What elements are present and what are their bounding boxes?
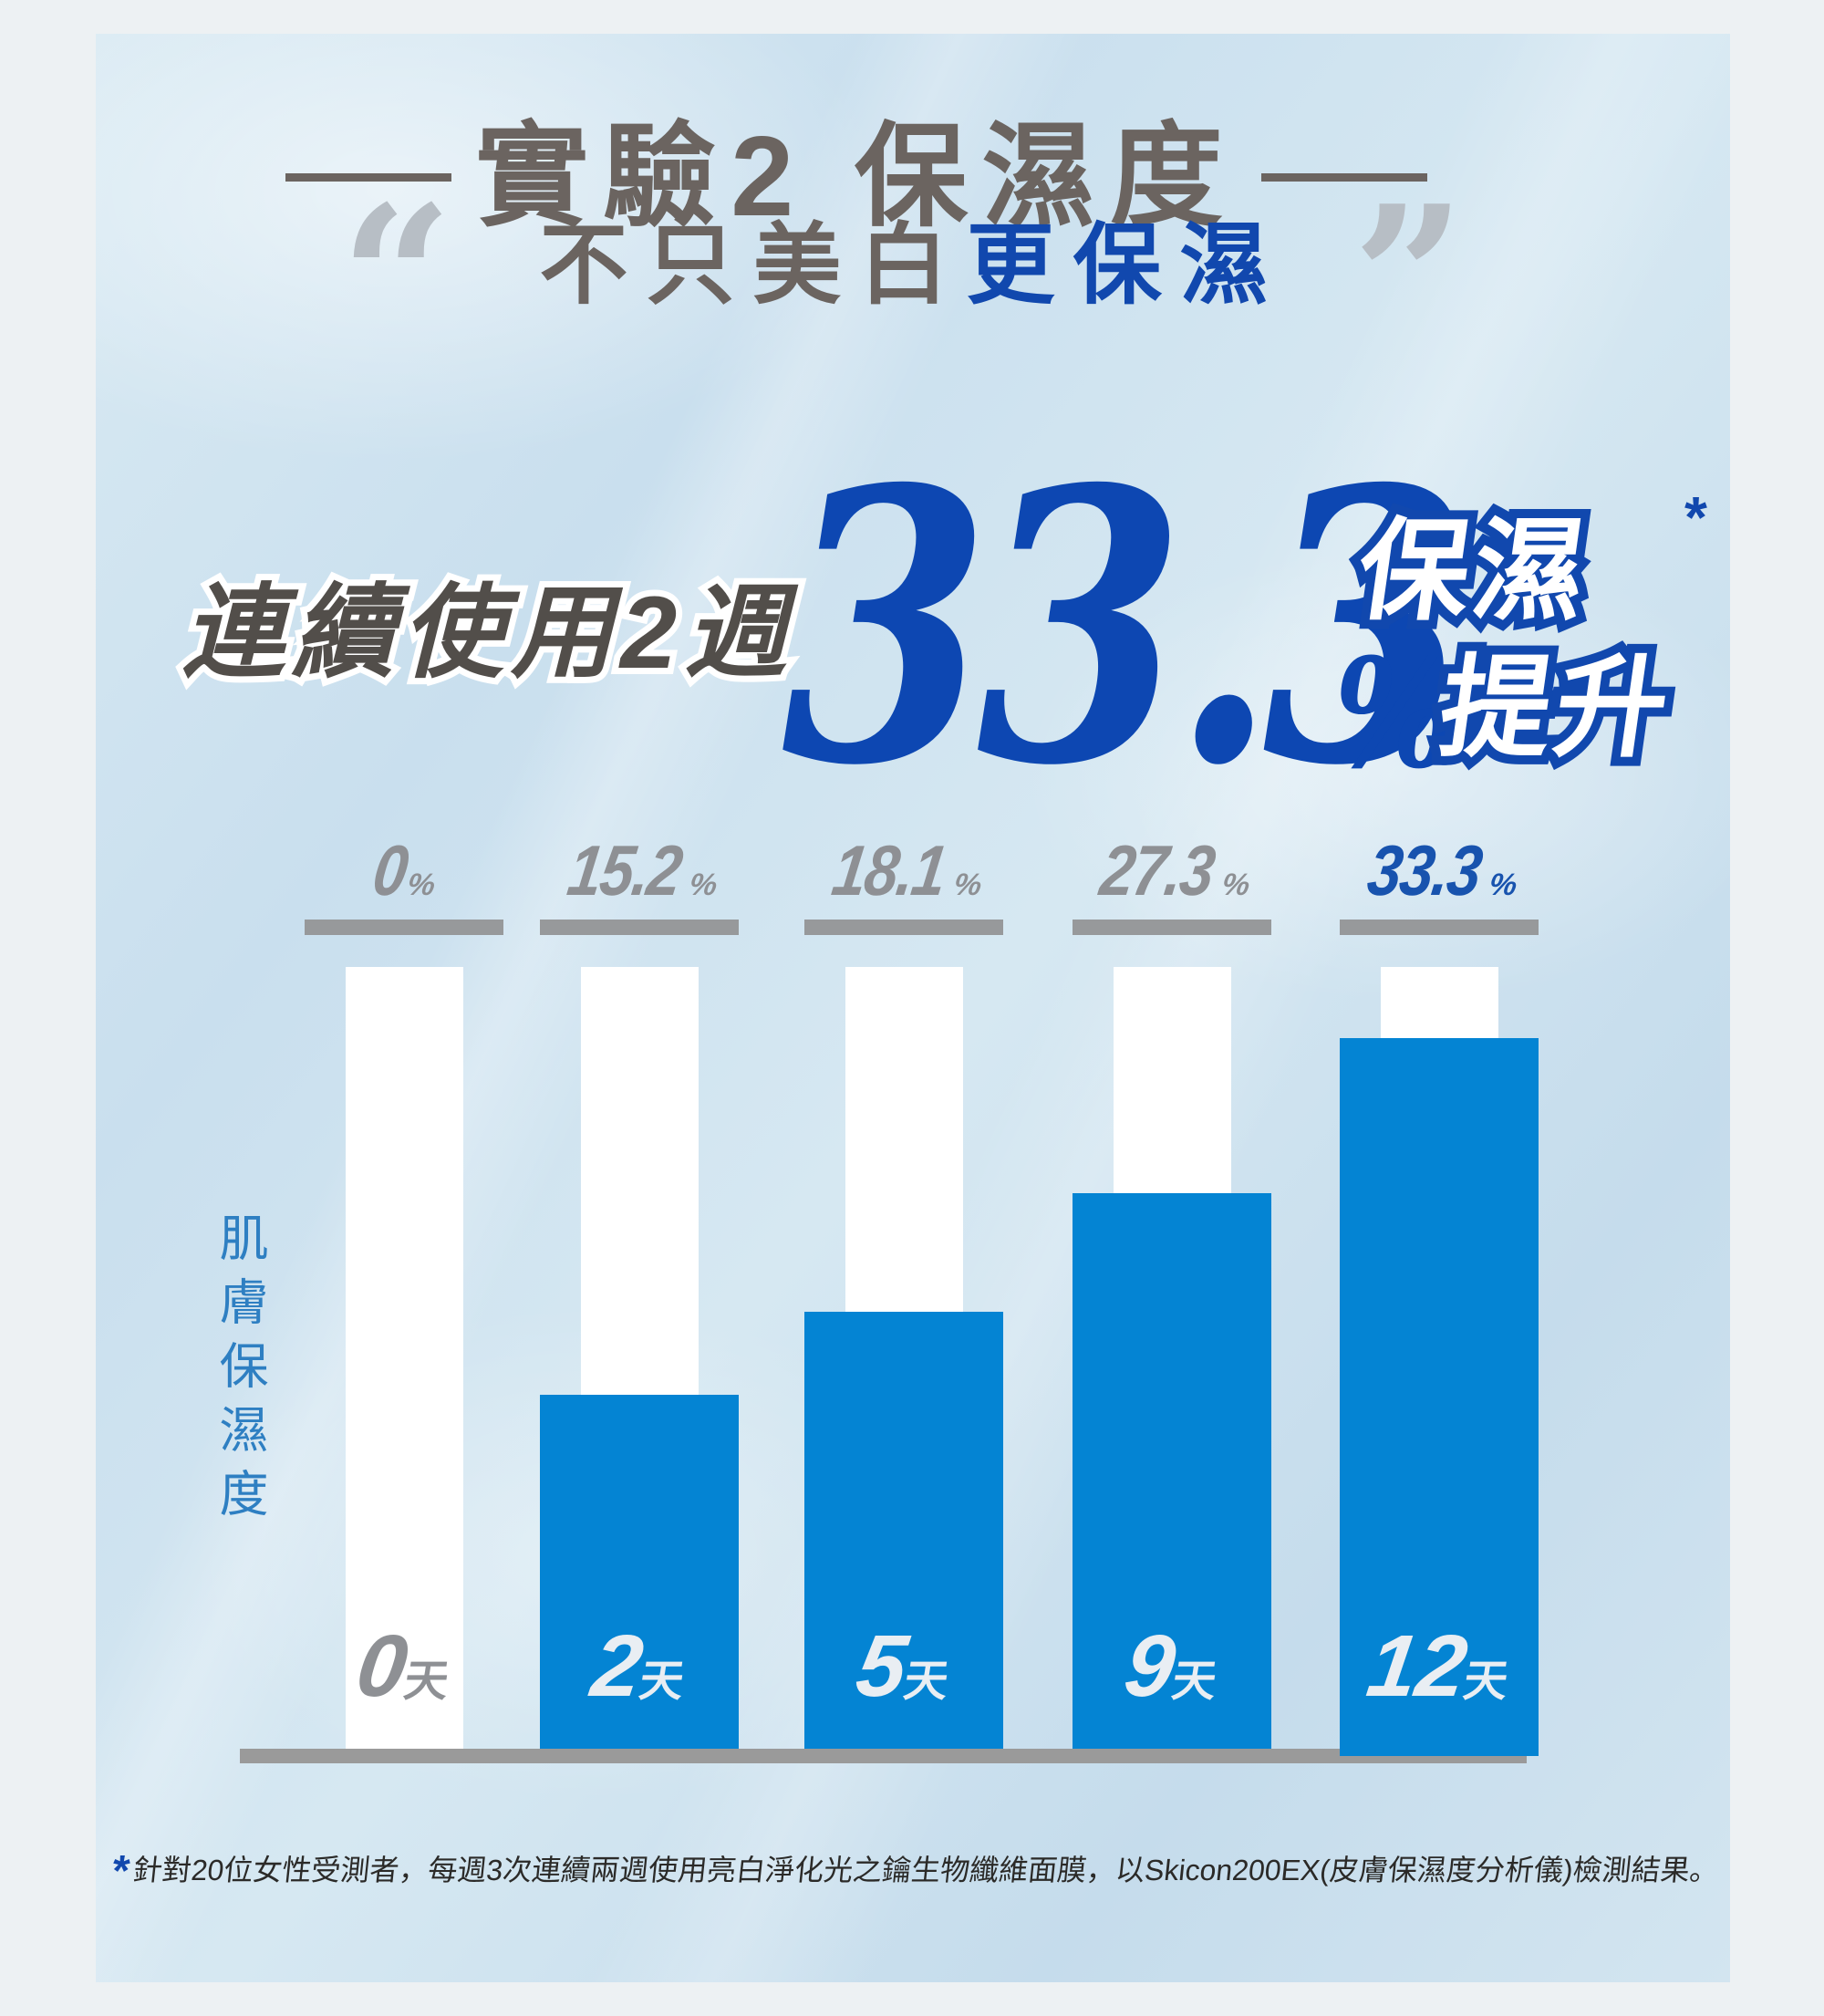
- poster-card: 實驗2 保濕度 “ ” 不只美白更保濕 連續使用2週 連續使用2週 33.3 %…: [96, 34, 1730, 1982]
- title-row: 實驗2 保濕度: [96, 120, 1674, 234]
- open-quote-icon: “: [340, 162, 453, 393]
- bar-tick: [804, 920, 1003, 935]
- subtitle-normal-text: 不只美白: [539, 215, 967, 315]
- subtitle-accent-text: 更保濕: [966, 215, 1287, 315]
- subtitle: 不只美白更保濕: [96, 221, 1730, 309]
- headline-percent-sign: %: [1334, 625, 1456, 802]
- chart: 肌膚保濕度 0% 0天 15.2% 2天 18.1% 5天 27.3% 9天 33.3% 12天: [96, 34, 1730, 1982]
- bar-day-label: 9天: [1118, 1617, 1220, 1715]
- bar-tick: [540, 920, 739, 935]
- bar-fill: [1340, 1038, 1539, 1756]
- footnote-text: 針對20位女性受測者，每週3次連續兩週使用亮白淨化光之鑰生物纖維面膜，以Skic…: [131, 1854, 1721, 1886]
- headline-prefix-text: 連續使用2週: [182, 576, 794, 690]
- page-title: 實驗2 保濕度: [475, 114, 1238, 240]
- title-dash-left: [285, 172, 452, 182]
- headline-asterisk: *: [1684, 484, 1707, 550]
- close-quote-icon: ”: [1352, 162, 1466, 393]
- bar-fill: [804, 1312, 1003, 1749]
- bar-percent-label: 33.3%: [1363, 830, 1519, 910]
- headline-big-value: 33.3: [782, 408, 1471, 847]
- bar-fill: [540, 1395, 739, 1749]
- headline-prefix-outline: 連續使用2週: [176, 576, 794, 691]
- title-dash-right: [1260, 172, 1427, 182]
- footnote: *針對20位女性受測者，每週3次連續兩週使用亮白淨化光之鑰生物纖維面膜，以Ski…: [109, 1844, 1721, 1900]
- bar-track: [345, 967, 463, 1749]
- x-axis-line: [240, 1749, 1527, 1763]
- bar-tick: [1340, 920, 1539, 935]
- bar-tick: [1073, 920, 1271, 935]
- bar-day-label: 12天: [1362, 1617, 1511, 1715]
- bar-tick: [305, 920, 503, 935]
- bar-day-label: 2天: [586, 1617, 688, 1715]
- y-axis-label: 肌膚保濕度: [212, 1212, 266, 1532]
- bar-fill: [1073, 1193, 1271, 1749]
- headline-prefix: 連續使用2週 連續使用2週: [176, 576, 794, 691]
- footnote-asterisk: *: [109, 1847, 132, 1896]
- bar-day-label: 5天: [850, 1617, 952, 1715]
